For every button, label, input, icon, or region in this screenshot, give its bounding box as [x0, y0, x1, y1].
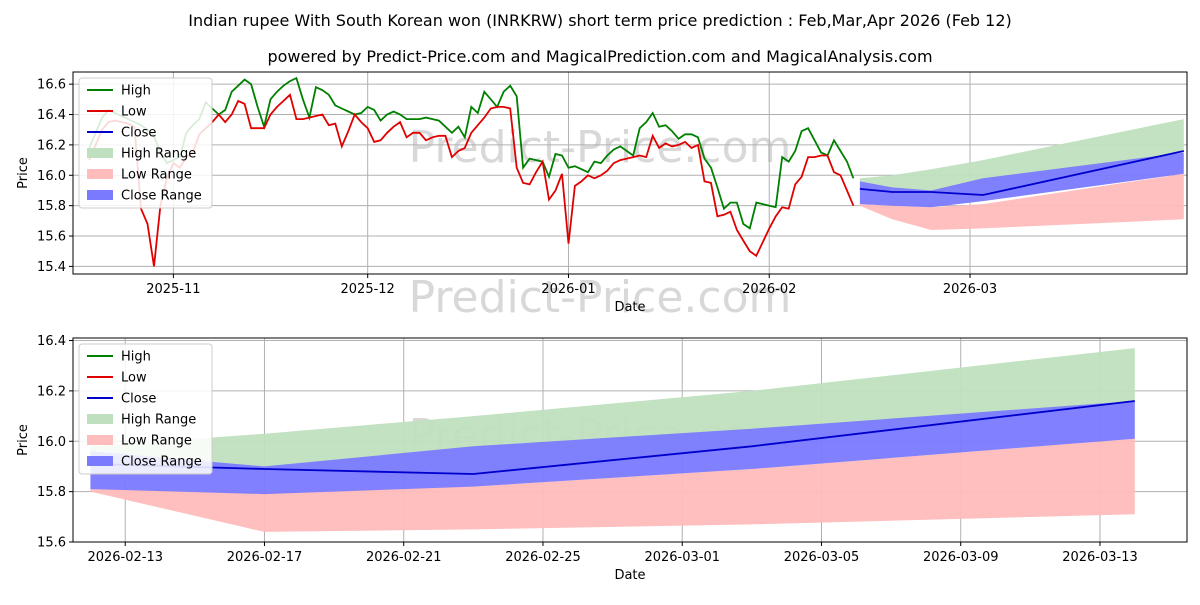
chart-title: Indian rupee With South Korean won (INRK…	[188, 11, 1012, 30]
high-series-line	[88, 76, 855, 230]
legend-swatch	[87, 190, 113, 200]
y-axis-label: Price	[16, 157, 31, 189]
legend-label: Close	[121, 126, 156, 141]
y-axis-label: Price	[16, 424, 31, 456]
legend: High Low Close High Range Low Range Close Ran…	[78, 77, 213, 209]
legend-swatch	[87, 148, 113, 158]
high-range-band	[859, 119, 1184, 195]
y-tick-label: 15.8	[37, 199, 66, 214]
x-tick-label: 2025-11	[146, 282, 200, 297]
legend-label: High	[121, 350, 151, 365]
watermark-text: Predict-Price.com	[409, 272, 792, 323]
y-tick-label: 16.2	[37, 138, 66, 153]
chart-subtitle: powered by Predict-Price.com and Magical…	[267, 47, 932, 66]
close-range-band	[859, 152, 1184, 208]
legend-label: High Range	[121, 147, 196, 162]
y-tick-label: 16.2	[37, 384, 66, 399]
y-tick-label: 16.0	[37, 435, 66, 450]
x-tick-label: 2026-03-09	[923, 550, 999, 565]
legend-swatch	[87, 169, 113, 179]
x-tick-label: 2026-01	[541, 282, 595, 297]
plot-frame	[72, 71, 1188, 275]
legend-label: High	[121, 84, 151, 99]
legend-label: Low Range	[121, 168, 192, 183]
low-series-line	[88, 93, 855, 267]
legend-label: Low	[121, 105, 147, 120]
legend-label: High Range	[121, 413, 196, 428]
low-range-band	[90, 438, 1135, 532]
legend-label: Low Range	[121, 434, 192, 449]
x-tick-label: 2026-03	[943, 282, 997, 297]
x-tick-label: 2026-03-05	[784, 550, 860, 565]
y-tick-label: 15.4	[37, 260, 66, 275]
legend-label: Close	[121, 392, 156, 407]
plot-area	[90, 348, 1135, 532]
y-tick-label: 16.6	[37, 78, 66, 93]
x-axis-label: Date	[614, 568, 645, 583]
low-range-band	[859, 173, 1184, 230]
x-tick-label: 2026-02-21	[366, 550, 442, 565]
y-tick-label: 15.8	[37, 485, 66, 500]
top-panel: Predict-Price.comPredict-Price.com2025-1…	[16, 71, 1188, 323]
x-tick-label: 2026-02-13	[87, 550, 163, 565]
x-tick-label: 2026-03-13	[1062, 550, 1138, 565]
close-series-line	[859, 150, 1184, 196]
x-tick-label: 2026-02	[742, 282, 796, 297]
x-tick-label: 2026-03-01	[644, 550, 720, 565]
y-tick-label: 16.4	[37, 334, 66, 349]
legend: High Low Close High Range Low Range Close Ran…	[78, 343, 213, 475]
legend-label: Close Range	[121, 189, 202, 204]
high-range-band	[90, 348, 1135, 474]
y-tick-label: 15.6	[37, 536, 66, 551]
x-tick-label: 2026-02-17	[227, 550, 303, 565]
legend-label: Low	[121, 371, 147, 386]
legend-label: Close Range	[121, 455, 202, 470]
plot-frame	[72, 337, 1188, 543]
y-tick-label: 16.0	[37, 169, 66, 184]
legend-swatch	[87, 414, 113, 424]
legend-swatch	[87, 456, 113, 466]
x-tick-label: 2026-02-25	[505, 550, 581, 565]
y-tick-label: 15.6	[37, 230, 66, 245]
x-axis-label: Date	[614, 300, 645, 315]
legend-swatch	[87, 435, 113, 445]
bottom-panel: Predict-Price.com2026-02-132026-02-17202…	[16, 334, 1188, 583]
x-tick-label: 2025-12	[341, 282, 395, 297]
y-tick-label: 16.4	[37, 108, 66, 123]
plot-area	[88, 76, 1184, 267]
